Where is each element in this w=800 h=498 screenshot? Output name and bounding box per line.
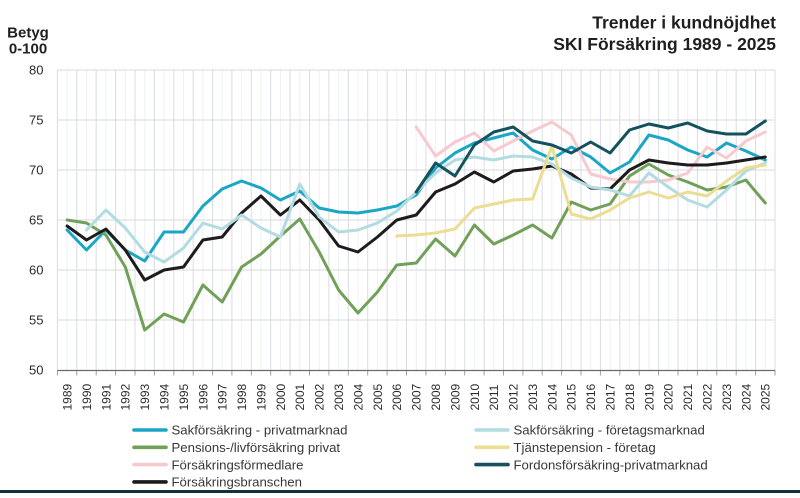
svg-text:0-100: 0-100 xyxy=(9,41,47,58)
svg-text:55: 55 xyxy=(29,313,43,328)
svg-text:1991: 1991 xyxy=(99,383,113,410)
svg-text:2005: 2005 xyxy=(371,383,385,410)
svg-text:70: 70 xyxy=(29,163,43,178)
svg-text:2012: 2012 xyxy=(507,383,521,410)
svg-text:Betyg: Betyg xyxy=(7,25,49,42)
svg-text:2019: 2019 xyxy=(642,383,656,410)
svg-text:1994: 1994 xyxy=(158,383,172,410)
svg-text:2007: 2007 xyxy=(410,383,424,410)
svg-text:1992: 1992 xyxy=(119,383,133,410)
svg-text:2014: 2014 xyxy=(545,383,559,410)
svg-text:2002: 2002 xyxy=(313,383,327,410)
svg-text:Sakförsäkring - privatmarknad: Sakförsäkring - privatmarknad xyxy=(172,423,348,438)
svg-text:2021: 2021 xyxy=(681,383,695,410)
svg-text:Pensions-/livförsäkring privat: Pensions-/livförsäkring privat xyxy=(172,440,341,455)
svg-text:60: 60 xyxy=(29,263,43,278)
svg-text:2025: 2025 xyxy=(759,383,773,410)
svg-text:Försäkringsbranschen: Försäkringsbranschen xyxy=(172,475,302,490)
svg-text:2015: 2015 xyxy=(565,383,579,410)
svg-text:65: 65 xyxy=(29,213,43,228)
svg-text:2017: 2017 xyxy=(604,383,618,410)
svg-text:1996: 1996 xyxy=(196,383,210,410)
svg-text:Trender i kundnöjdhet: Trender i kundnöjdhet xyxy=(592,13,776,33)
svg-text:2001: 2001 xyxy=(293,383,307,410)
svg-text:2020: 2020 xyxy=(662,383,676,410)
svg-text:75: 75 xyxy=(29,113,43,128)
svg-text:80: 80 xyxy=(29,63,43,78)
svg-text:2003: 2003 xyxy=(332,383,346,410)
svg-text:1993: 1993 xyxy=(138,383,152,410)
svg-text:2004: 2004 xyxy=(351,383,365,410)
svg-text:SKI Försäkring 1989 - 2025: SKI Försäkring 1989 - 2025 xyxy=(553,34,776,54)
svg-text:2000: 2000 xyxy=(274,383,288,410)
svg-text:1989: 1989 xyxy=(61,383,75,410)
svg-text:2022: 2022 xyxy=(701,383,715,410)
svg-text:2023: 2023 xyxy=(720,383,734,410)
svg-text:1998: 1998 xyxy=(235,383,249,410)
svg-text:Försäkringsförmedlare: Försäkringsförmedlare xyxy=(172,457,304,472)
svg-text:1995: 1995 xyxy=(177,383,191,410)
svg-text:1990: 1990 xyxy=(80,383,94,410)
svg-text:2006: 2006 xyxy=(390,383,404,410)
svg-text:1997: 1997 xyxy=(216,383,230,410)
svg-text:2008: 2008 xyxy=(429,383,443,410)
svg-text:2011: 2011 xyxy=(487,384,501,410)
svg-text:2010: 2010 xyxy=(468,383,482,410)
svg-text:1999: 1999 xyxy=(254,383,268,410)
svg-text:2018: 2018 xyxy=(623,383,637,410)
svg-text:2009: 2009 xyxy=(448,383,462,410)
svg-text:2013: 2013 xyxy=(526,383,540,410)
svg-text:Sakförsäkring - företagsmarkna: Sakförsäkring - företagsmarknad xyxy=(514,423,705,438)
svg-text:50: 50 xyxy=(29,363,43,378)
svg-text:2024: 2024 xyxy=(739,383,753,410)
svg-text:Fordonsförsäkring-privatmarkna: Fordonsförsäkring-privatmarknad xyxy=(514,457,708,472)
svg-text:Tjänstepension - företag: Tjänstepension - företag xyxy=(514,440,656,455)
svg-text:2016: 2016 xyxy=(584,383,598,410)
